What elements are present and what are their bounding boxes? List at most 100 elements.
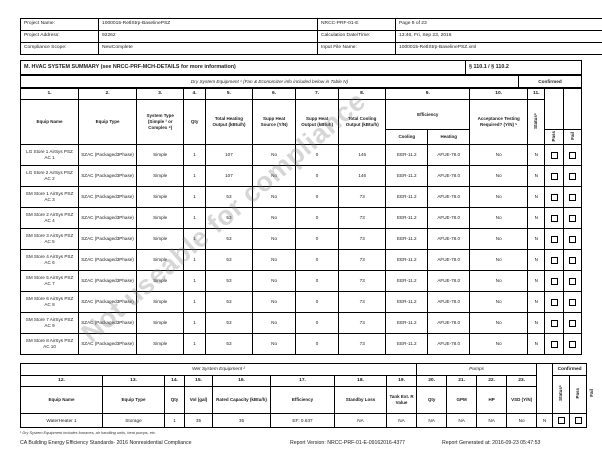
checkbox-icon[interactable] <box>568 298 576 306</box>
column-header-row: Equip Name Equip Type Qty Vol (gal) Rate… <box>20 386 587 415</box>
cell-status: N <box>527 144 546 167</box>
cell-pass-checkbox[interactable] <box>552 413 571 429</box>
cell-fail-checkbox[interactable] <box>569 413 588 429</box>
cell-supp-heat-output: 0 <box>295 186 340 209</box>
header-status-label: Status⁶ <box>558 385 564 401</box>
cell-volume: 35 <box>184 413 213 429</box>
project-address-value: 92262 <box>98 30 318 43</box>
cell-system-type: Simple <box>136 165 185 188</box>
cell-pass-checkbox[interactable] <box>544 249 564 272</box>
cell-fail-checkbox[interactable] <box>562 249 583 272</box>
cell-qty: 1 <box>183 270 206 293</box>
cell-equip-type: SZAC (Packaged3Phase) <box>78 228 138 251</box>
cell-equip-name: SM Store 3 AirSys PSZ AC 5 <box>19 228 80 251</box>
header-efficiency-cooling: Cooling <box>385 128 429 146</box>
checkbox-icon[interactable] <box>550 193 558 201</box>
cell-acceptance-testing: No <box>469 186 529 209</box>
cell-fail-checkbox[interactable] <box>562 312 583 335</box>
column-number-row: 12. 13. 14. 15. 16. 17. 18. 19. 20. 21. … <box>20 375 594 415</box>
cell-status: N <box>527 228 546 251</box>
cell-heating-output: 53 <box>204 186 254 209</box>
checkbox-icon[interactable] <box>568 151 576 159</box>
checkbox-icon[interactable] <box>568 214 576 222</box>
cell-cooling-output: 146 <box>338 165 387 188</box>
table-row: M. HVAC SYSTEM SUMMARY (see NRCC-PRF-MCH… <box>20 60 582 75</box>
cell-fail-checkbox[interactable] <box>562 291 583 314</box>
cell-gpm: NA <box>446 413 478 429</box>
cell-equip-name: SM Store 4 AirSys PSZ AC 6 <box>19 249 80 272</box>
checkbox-icon[interactable] <box>550 235 558 243</box>
cell-fail-checkbox[interactable] <box>562 270 583 293</box>
cell-supp-heat-output: 0 <box>295 165 340 188</box>
cell-equip-type: SZAC (Packaged3Phase) <box>78 186 138 209</box>
checkbox-icon[interactable] <box>550 172 558 180</box>
cell-fail-checkbox[interactable] <box>562 186 583 209</box>
checkbox-icon[interactable] <box>550 256 558 264</box>
checkbox-icon[interactable] <box>568 256 576 264</box>
cell-supp-heat-source: No <box>252 186 297 209</box>
cell-fail-checkbox[interactable] <box>562 144 583 167</box>
calc-datetime-label: Calculation Date/Time: <box>317 30 396 43</box>
header-fail-label: Fail <box>589 389 595 397</box>
cell-status: N <box>527 291 546 314</box>
header-equip-type: Equip Type <box>78 98 138 146</box>
cell-pass-checkbox[interactable] <box>544 165 564 188</box>
cell-cooling-output: 73 <box>338 291 387 314</box>
header-supp-heat-output: Supp Heat Output (kBtuh) <box>295 98 340 146</box>
cell-pass-checkbox[interactable] <box>544 291 564 314</box>
cell-heating-output: 53 <box>204 333 254 356</box>
checkbox-icon[interactable] <box>550 298 558 306</box>
cell-acceptance-testing: No <box>469 207 529 230</box>
cell-fail-checkbox[interactable] <box>562 228 583 251</box>
cell-pass-checkbox[interactable] <box>544 228 564 251</box>
cell-equip-type: SZAC (Packaged3Phase) <box>78 312 138 335</box>
cell-pass-checkbox[interactable] <box>544 207 564 230</box>
checkbox-icon[interactable] <box>568 319 576 327</box>
checkbox-icon[interactable] <box>557 417 565 425</box>
compliance-scope-value: NewComplete <box>98 42 318 55</box>
checkbox-icon[interactable] <box>550 319 558 327</box>
cell-supp-heat-output: 0 <box>295 270 340 293</box>
checkbox-icon[interactable] <box>568 277 576 285</box>
cell-supp-heat-output: 0 <box>295 144 340 167</box>
cell-status: N <box>527 333 546 356</box>
footer-report-generated: Report Generated at: 2016-09-23 05:47:53 <box>442 440 541 446</box>
cell-system-type: Simple <box>136 186 185 209</box>
cell-pass-checkbox[interactable] <box>544 270 564 293</box>
checkbox-icon[interactable] <box>550 214 558 222</box>
checkbox-icon[interactable] <box>550 151 558 159</box>
cell-pass-checkbox[interactable] <box>544 186 564 209</box>
cell-pass-checkbox[interactable] <box>544 312 564 335</box>
cell-pass-checkbox[interactable] <box>544 333 564 356</box>
checkbox-icon[interactable] <box>550 277 558 285</box>
cell-efficiency-heating: AFUE-78.0 <box>427 312 471 335</box>
colnum-23: 23. <box>506 375 538 388</box>
header-standby-loss: Standby Loss <box>334 386 387 415</box>
colnum-3: 3. <box>136 88 185 100</box>
checkbox-icon[interactable] <box>550 340 558 348</box>
checkbox-icon[interactable] <box>568 235 576 243</box>
cell-heating-output: 53 <box>204 270 254 293</box>
colnum-20: 20. <box>416 375 448 388</box>
dry-system-subtitle-table: Dry System Equipment ¹ (Fan & Economizer… <box>20 75 582 88</box>
form-code-label: NRCC-PRF-01-E <box>317 18 396 31</box>
cell-fail-checkbox[interactable] <box>562 165 583 188</box>
cell-status: N <box>527 165 546 188</box>
cell-heating-output: 53 <box>204 207 254 230</box>
checkbox-icon[interactable] <box>568 172 576 180</box>
colnum-2: 2. <box>78 88 138 100</box>
header-pass: Pass <box>544 128 564 146</box>
checkbox-icon[interactable] <box>574 417 582 425</box>
cell-equip-name: WaterHeater 1 <box>20 413 103 429</box>
efficiency-subheader-row: Cooling Heating Pass Fail <box>21 128 583 146</box>
header-qty: Qty <box>183 98 206 146</box>
header-efficiency-heating: Heating <box>427 128 471 146</box>
checkbox-icon[interactable] <box>568 193 576 201</box>
hvac-dry-system-table: 1. 2. 3. 4. 5. 6. 7. 8. 9. 10. 11. Equip… <box>19 88 583 356</box>
wet-group-row: Wet System Equipment ² Pumps Confirmed <box>19 363 588 415</box>
colnum-16: 16. <box>212 375 271 388</box>
cell-pass-checkbox[interactable] <box>544 144 564 167</box>
cell-fail-checkbox[interactable] <box>562 207 583 230</box>
cell-fail-checkbox[interactable] <box>562 333 583 356</box>
checkbox-icon[interactable] <box>568 340 576 348</box>
